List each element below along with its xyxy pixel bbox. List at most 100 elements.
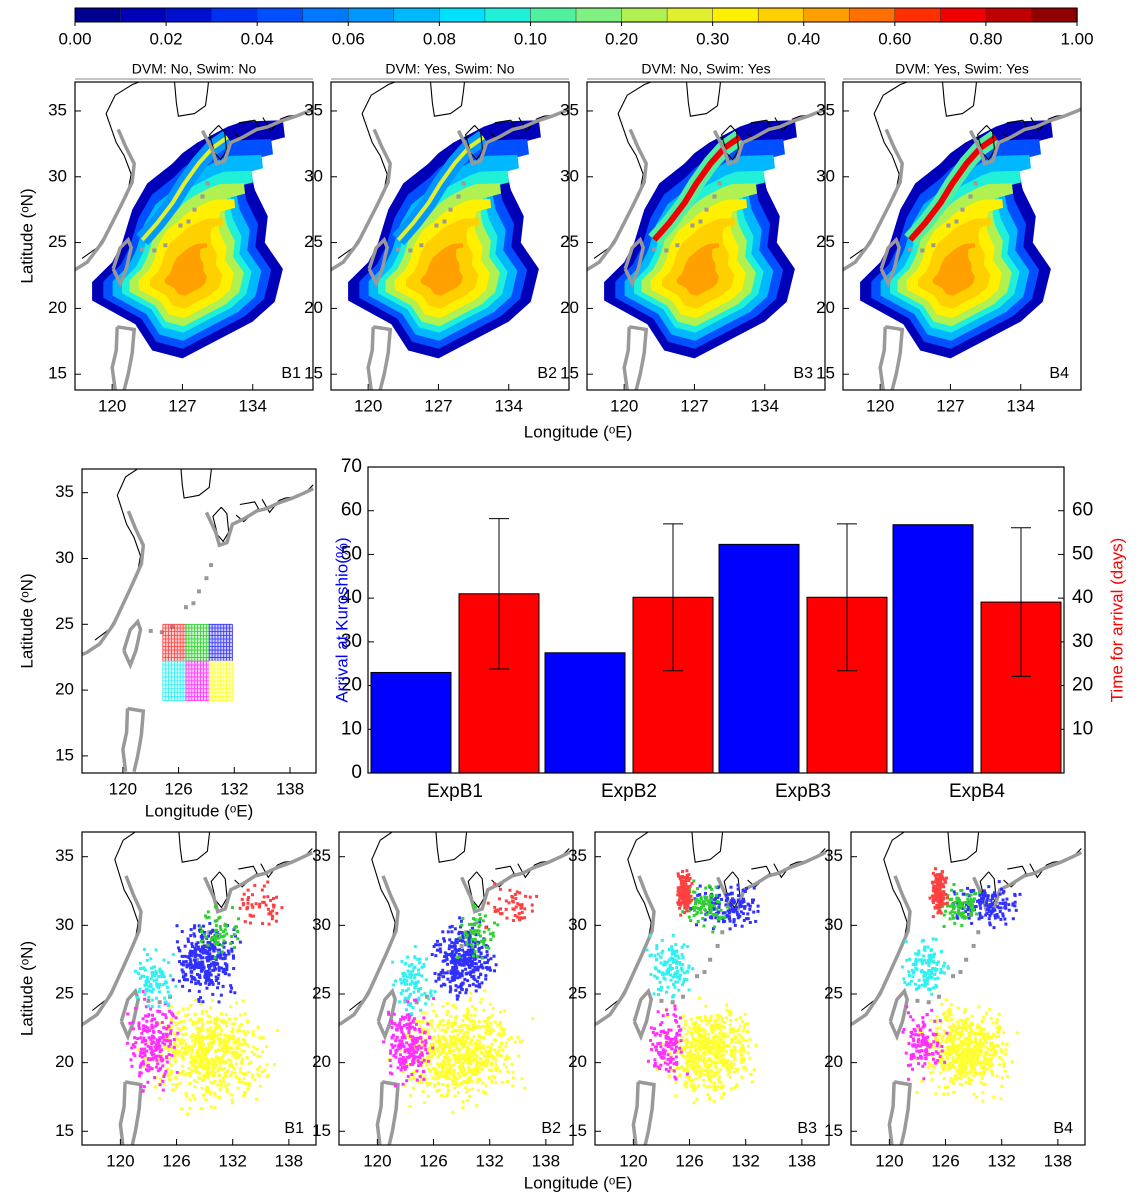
particle (1002, 1031, 1005, 1034)
particle (407, 997, 410, 1000)
particle (451, 1111, 454, 1114)
particle (189, 934, 192, 937)
particle (737, 916, 740, 919)
particle (413, 976, 416, 979)
particle (674, 943, 677, 946)
particle (466, 972, 469, 975)
particle (442, 1050, 445, 1053)
particle (450, 1041, 453, 1044)
particle (937, 1085, 940, 1088)
particle (743, 1026, 746, 1029)
particle (267, 908, 270, 911)
particle (483, 961, 486, 964)
coastline-model (206, 489, 313, 546)
particle (225, 1013, 228, 1016)
particle (461, 917, 464, 920)
particle (742, 889, 745, 892)
particle (692, 879, 695, 882)
particle (693, 1060, 696, 1063)
particle (228, 1018, 231, 1021)
particle (953, 1034, 956, 1037)
particle (233, 946, 236, 949)
particle (417, 998, 420, 1001)
particle (733, 1058, 736, 1061)
colorbar-label: 0.02 (150, 29, 183, 48)
island (915, 999, 919, 1003)
particle (677, 875, 680, 878)
particle (469, 1056, 472, 1059)
particle (479, 1045, 482, 1048)
particle (147, 1015, 150, 1018)
particle (469, 929, 472, 932)
particle (266, 895, 269, 898)
particle (659, 956, 662, 959)
particle (706, 1093, 709, 1096)
particle (651, 1043, 654, 1046)
particle (226, 1050, 229, 1053)
particle (446, 978, 449, 981)
x-tick-label: 120 (363, 1151, 391, 1170)
particle (429, 1043, 432, 1046)
particle (464, 954, 467, 957)
particle (181, 1033, 184, 1036)
particle (1011, 1060, 1014, 1063)
particle (684, 1083, 687, 1086)
particle (465, 1072, 468, 1075)
particle (210, 930, 213, 933)
particle (689, 919, 692, 922)
particle (684, 895, 687, 898)
particle (395, 1028, 398, 1031)
particle (165, 1027, 168, 1030)
particle (176, 1027, 179, 1030)
particle (715, 894, 718, 897)
particle (431, 1076, 434, 1079)
particle (222, 957, 225, 960)
island (462, 181, 466, 185)
coastline-model (880, 327, 885, 390)
particle (229, 1005, 232, 1008)
particle (696, 887, 699, 890)
colorbar-label: 0.04 (241, 29, 274, 48)
particle (482, 1044, 485, 1047)
particle (168, 994, 171, 997)
particle (397, 1044, 400, 1047)
particle (271, 917, 274, 920)
particle (189, 960, 192, 963)
island (664, 248, 668, 252)
particle (402, 975, 405, 978)
particle (197, 1020, 200, 1023)
particle (227, 1083, 230, 1086)
particle (204, 1053, 207, 1056)
coastline-model (894, 1082, 910, 1148)
particle (447, 1021, 450, 1024)
particle (483, 1020, 486, 1023)
particle (733, 1086, 736, 1089)
y-tick-label: 25 (312, 983, 331, 1002)
panel-title: DVM: No, Swim: Yes (641, 61, 770, 77)
particle (982, 1061, 985, 1064)
particle (252, 1030, 255, 1033)
particle (454, 1036, 457, 1039)
particle (184, 1014, 187, 1017)
particle (740, 1076, 743, 1079)
particle (484, 956, 487, 959)
particle (966, 1042, 969, 1045)
particle (485, 950, 488, 953)
y2-tick-label: 10 (1072, 718, 1093, 739)
particle (741, 1020, 744, 1023)
particle (661, 1057, 664, 1060)
particle (176, 1071, 179, 1074)
particle (181, 1065, 184, 1068)
particle (692, 1079, 695, 1082)
colorbar-segment (667, 8, 713, 22)
particle (694, 1086, 697, 1089)
particle (417, 1059, 420, 1062)
particle (442, 1083, 445, 1086)
particle (691, 1057, 694, 1060)
particle (679, 1073, 682, 1076)
particle (433, 1029, 436, 1032)
particle (727, 1044, 730, 1047)
coastline-model (340, 876, 398, 1024)
particle (134, 970, 137, 973)
particle (192, 1063, 195, 1066)
